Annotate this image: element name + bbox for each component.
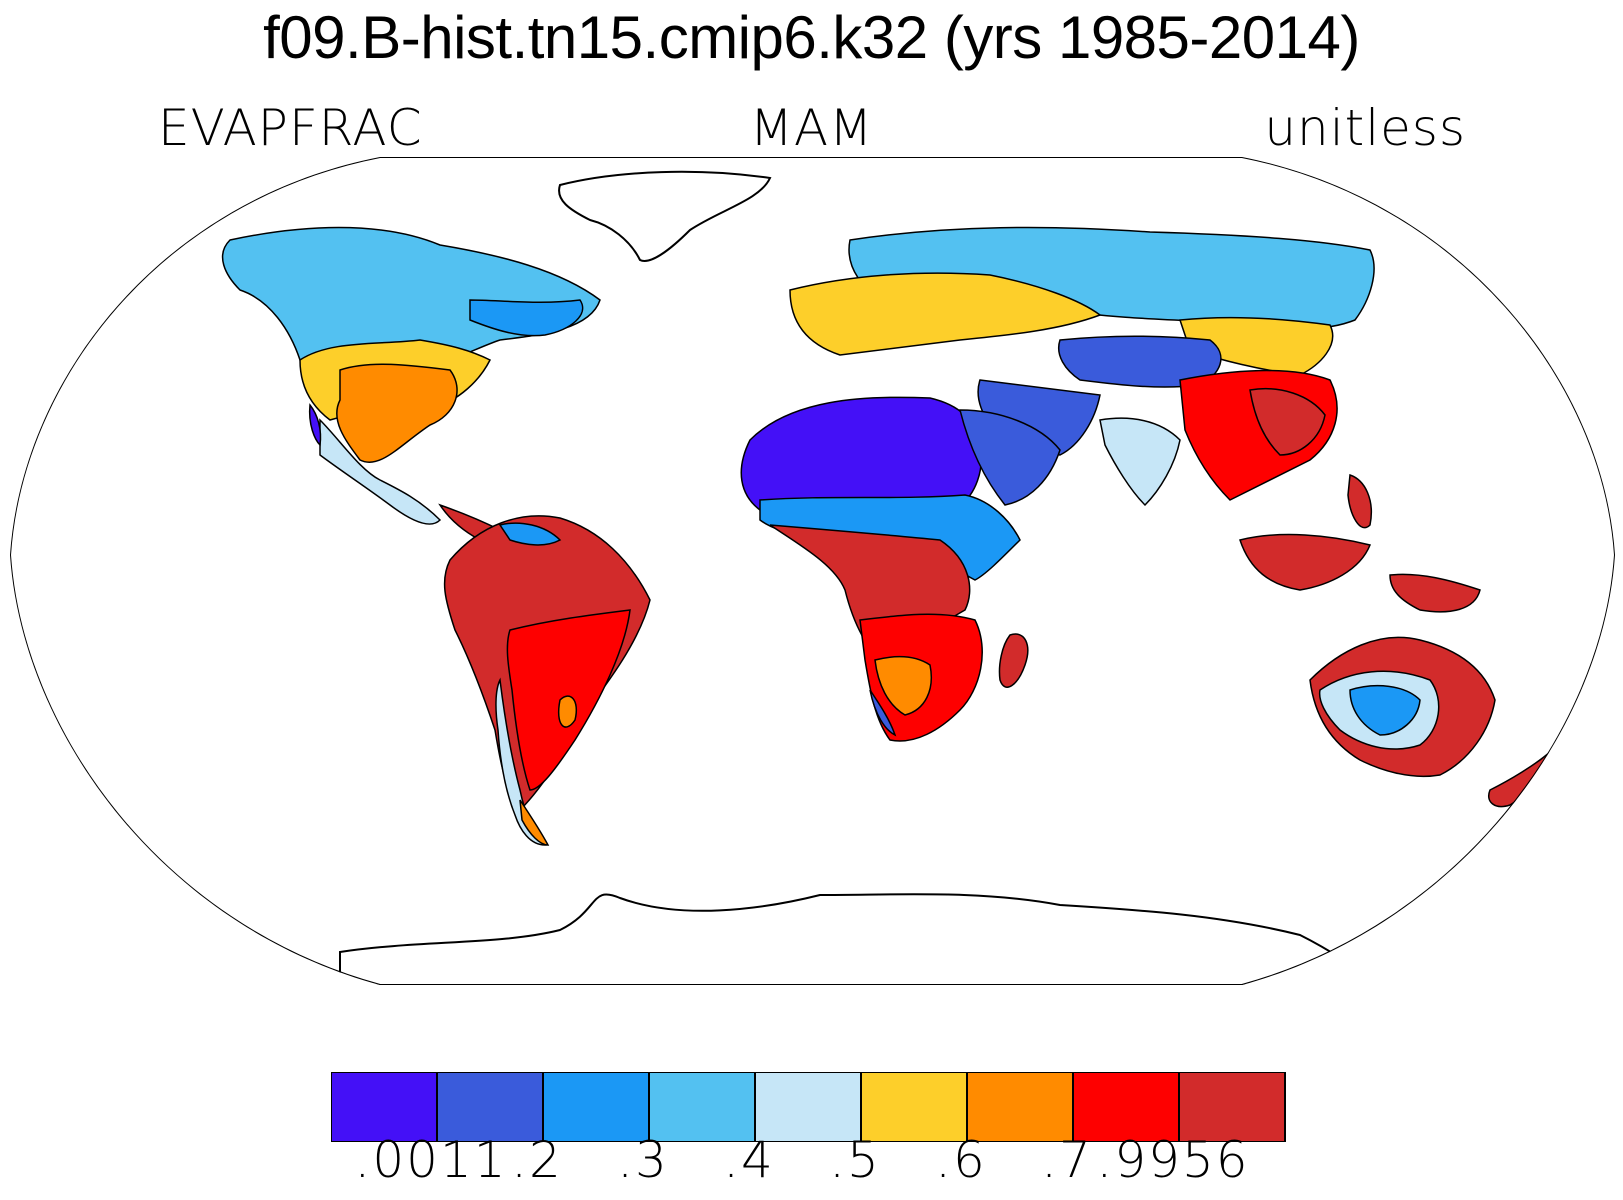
- contour-region: [308, 403, 322, 447]
- colorbar-label: .7: [1041, 1131, 1093, 1189]
- colorbar: [331, 1072, 1286, 1142]
- colorbar-label: .2: [511, 1131, 563, 1189]
- colorbar-label: .3: [617, 1131, 669, 1189]
- africa: [740, 396, 1029, 742]
- contour-region: [740, 396, 982, 511]
- contour-region: [1178, 316, 1334, 376]
- colorbar-label: .9956: [1096, 1131, 1250, 1189]
- contour-region: [558, 695, 577, 728]
- contour-region: [336, 363, 458, 463]
- map-body: [10, 157, 1615, 985]
- arabia: [959, 409, 1061, 506]
- contour-region: [319, 418, 442, 525]
- south-america: [443, 515, 651, 846]
- contour-region: [1488, 750, 1551, 808]
- contour-region: [1347, 473, 1372, 529]
- north-america: [221, 226, 601, 543]
- variable-label: EVAPFRAC: [158, 99, 423, 157]
- world-map: [10, 157, 1615, 985]
- colorbar-label: .0011: [354, 1131, 508, 1189]
- colorbar-box: [436, 1072, 544, 1142]
- contour-region: [1239, 533, 1372, 591]
- contour-region: [789, 272, 1102, 356]
- colorbar-box: [860, 1072, 968, 1142]
- colorbar-label: .6: [935, 1131, 987, 1189]
- contour-region: [1349, 684, 1421, 736]
- contour-region: [498, 522, 562, 546]
- contour-region: [469, 299, 584, 337]
- contour-region: [874, 655, 932, 716]
- colorbar-label: .4: [723, 1131, 775, 1189]
- contour-region: [998, 633, 1029, 688]
- eurasia: [789, 226, 1481, 613]
- contour-region: [869, 689, 897, 737]
- units-label: unitless: [1264, 99, 1466, 157]
- colorbar-box: [648, 1072, 756, 1142]
- colorbar-box: [1178, 1072, 1286, 1142]
- contour-region: [1099, 417, 1181, 507]
- australia: [1309, 636, 1551, 808]
- antarctica: [339, 893, 1384, 985]
- season-label: MAM: [749, 99, 874, 157]
- greenland: [558, 170, 772, 262]
- globe-outline: [10, 157, 1615, 985]
- colorbar-label: .5: [829, 1131, 881, 1189]
- colorbar-box: [754, 1072, 862, 1142]
- contour-region: [1249, 388, 1326, 456]
- contour-region: [519, 799, 550, 846]
- map-title: f09.B-hist.tn15.cmip6.k32 (yrs 1985-2014…: [263, 4, 1360, 71]
- contour-region: [1389, 573, 1481, 613]
